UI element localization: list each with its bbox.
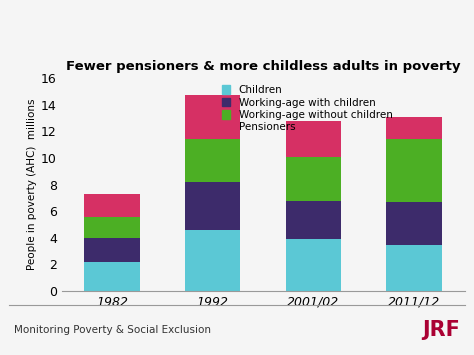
Bar <box>386 202 442 245</box>
Bar <box>84 194 140 217</box>
Y-axis label: People in poverty (AHC)  millions: People in poverty (AHC) millions <box>27 99 36 271</box>
Bar <box>386 245 442 291</box>
Text: Monitoring Poverty & Social Exclusion: Monitoring Poverty & Social Exclusion <box>14 325 211 335</box>
Bar <box>185 95 240 139</box>
Bar <box>286 239 341 291</box>
Title: Fewer pensioners & more childless adults in poverty: Fewer pensioners & more childless adults… <box>66 60 460 73</box>
Legend: Children, Working-age with children, Working-age without children, Pensioners: Children, Working-age with children, Wor… <box>220 83 395 134</box>
Bar <box>386 139 442 202</box>
Bar <box>84 262 140 291</box>
Bar <box>185 182 240 230</box>
Bar <box>84 238 140 262</box>
Bar <box>286 201 341 239</box>
Bar <box>185 230 240 291</box>
Bar <box>84 217 140 238</box>
Bar <box>286 157 341 201</box>
Bar <box>185 139 240 182</box>
Bar <box>386 117 442 139</box>
Bar <box>286 121 341 157</box>
Text: JRF: JRF <box>422 320 460 340</box>
